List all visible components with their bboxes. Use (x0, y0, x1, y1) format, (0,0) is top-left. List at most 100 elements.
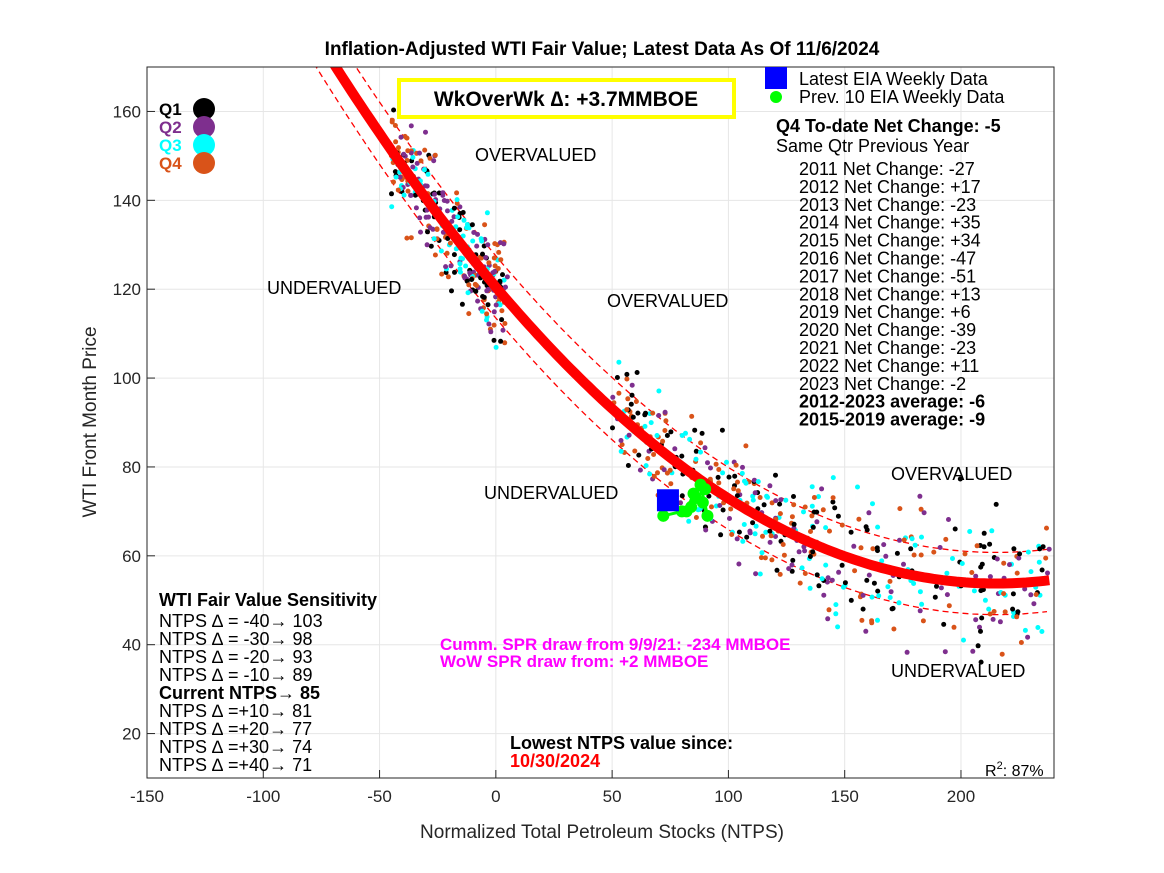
data-point (650, 410, 656, 416)
data-point (439, 271, 445, 277)
data-point (656, 388, 662, 394)
data-point (491, 309, 497, 315)
data-point (679, 493, 685, 499)
data-point (703, 527, 709, 533)
data-point (816, 494, 821, 500)
data-point (975, 643, 981, 649)
data-point (757, 495, 763, 500)
data-point (733, 462, 739, 468)
data-point (789, 562, 795, 568)
data-point (762, 555, 768, 561)
previous-marker-icon (770, 91, 782, 103)
net-change-row: 2020 Net Change: -39 (799, 320, 976, 340)
data-point (1025, 549, 1031, 555)
data-point (791, 502, 797, 508)
data-point (395, 187, 401, 193)
spr-wow-text: WoW SPR draw from: +2 MMBOE (440, 652, 708, 671)
data-point (978, 628, 983, 634)
data-point (467, 270, 473, 276)
data-point (783, 497, 789, 503)
data-point (875, 524, 881, 530)
data-point (987, 574, 993, 580)
data-point (864, 527, 870, 533)
lowest-ntps-date: 10/30/2024 (510, 751, 600, 771)
data-point (938, 585, 944, 591)
data-point (990, 616, 996, 622)
data-point (656, 413, 662, 418)
data-point (485, 302, 491, 308)
data-point (717, 503, 723, 508)
quarter-legend-label: Q3 (159, 136, 182, 155)
grid (146, 67, 1054, 778)
data-point (391, 179, 396, 185)
data-point (962, 551, 968, 557)
data-point (858, 545, 864, 551)
data-point (825, 616, 831, 622)
previous-legend-label: Prev. 10 EIA Weekly Data (799, 87, 1005, 107)
data-point (401, 151, 407, 157)
data-point (417, 215, 423, 221)
y-axis-label: WTI Front Month Price (80, 326, 101, 517)
data-point (957, 476, 963, 482)
data-point (457, 227, 463, 233)
data-point (774, 567, 780, 573)
data-point (1014, 570, 1020, 576)
data-point (499, 308, 505, 314)
data-point (715, 474, 721, 480)
data-point (1007, 562, 1012, 568)
data-point (651, 452, 657, 457)
data-point (436, 190, 442, 196)
data-point (807, 585, 813, 591)
data-point (943, 536, 949, 542)
data-point (618, 448, 624, 454)
quarter-legend-label: Q2 (159, 118, 182, 137)
data-point (393, 139, 399, 145)
data-point (705, 460, 710, 466)
data-point (692, 427, 698, 433)
data-point (1002, 609, 1008, 615)
data-point (755, 479, 761, 485)
data-point (417, 150, 422, 156)
data-point (951, 624, 957, 630)
data-point (944, 570, 950, 576)
data-point (904, 649, 910, 655)
data-point (661, 467, 667, 473)
data-point (735, 479, 740, 485)
data-point (811, 495, 817, 500)
data-point (432, 191, 437, 197)
data-point (866, 510, 872, 516)
data-point (491, 322, 497, 328)
data-point (485, 242, 491, 248)
data-point (678, 500, 683, 506)
data-point (497, 302, 503, 308)
r-squared-value: : 87% (1003, 763, 1044, 780)
data-point (734, 536, 740, 542)
data-point (398, 134, 404, 140)
data-point (752, 531, 758, 537)
data-point (981, 530, 987, 536)
data-point (1015, 609, 1021, 615)
data-point (655, 470, 660, 476)
data-point (727, 516, 732, 521)
data-point (952, 526, 958, 532)
data-point (642, 423, 648, 429)
data-point (796, 549, 802, 555)
y-tick-label: 100 (113, 369, 141, 388)
data-point (807, 554, 813, 559)
data-point (870, 546, 876, 552)
data-point (1022, 627, 1028, 633)
data-point (814, 572, 820, 578)
data-point (397, 174, 403, 180)
fit-curve (329, 67, 1050, 589)
data-point (392, 169, 398, 175)
data-point (610, 394, 616, 400)
data-point (931, 549, 937, 555)
data-point (736, 529, 742, 535)
data-point (643, 463, 649, 469)
data-point (424, 242, 430, 248)
data-point (693, 456, 699, 462)
data-point (461, 217, 467, 223)
data-point (438, 248, 444, 254)
data-point (761, 502, 767, 508)
